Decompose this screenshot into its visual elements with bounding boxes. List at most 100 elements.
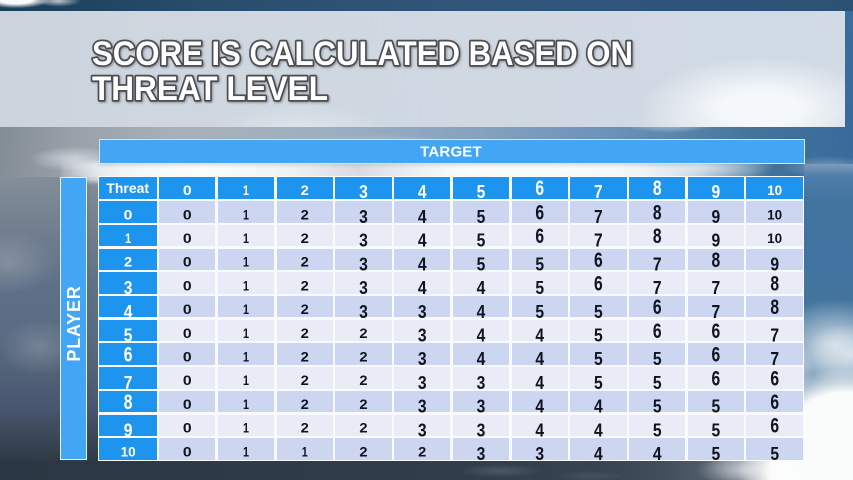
svg-text:5: 5 [594,302,603,322]
svg-text:7: 7 [712,278,721,298]
svg-text:3: 3 [359,254,368,274]
svg-text:5: 5 [653,420,662,440]
svg-text:4: 4 [477,349,486,369]
svg-text:5: 5 [535,254,544,274]
svg-text:3: 3 [418,326,427,346]
svg-text:3: 3 [535,444,544,464]
svg-text:10: 10 [767,183,782,198]
svg-text:4: 4 [418,254,427,274]
svg-text:1: 1 [125,231,131,246]
svg-text:3: 3 [359,278,368,298]
svg-text:5: 5 [653,349,662,369]
svg-text:7: 7 [770,326,779,346]
svg-text:4: 4 [418,182,427,202]
svg-text:9: 9 [770,254,779,274]
svg-text:SCORE IS CALCULATED BASED ON: SCORE IS CALCULATED BASED ON [92,35,633,73]
svg-text:5: 5 [770,444,779,464]
svg-text:4: 4 [535,326,544,346]
svg-text:9: 9 [712,182,721,202]
svg-text:2: 2 [359,397,367,412]
svg-text:1: 1 [243,326,249,341]
svg-text:6: 6 [594,249,603,272]
svg-text:2: 2 [301,326,309,341]
svg-text:5: 5 [124,326,133,346]
svg-text:4: 4 [418,278,427,298]
svg-text:5: 5 [477,207,486,227]
svg-text:1: 1 [243,207,249,222]
svg-text:3: 3 [477,397,486,417]
svg-text:0: 0 [183,421,192,436]
svg-text:0: 0 [183,302,192,317]
svg-text:2: 2 [301,350,309,365]
svg-text:7: 7 [653,278,662,298]
svg-text:6: 6 [535,201,544,224]
svg-text:PLAYER: PLAYER [64,285,84,361]
svg-text:3: 3 [477,373,486,393]
svg-text:3: 3 [359,182,368,202]
svg-text:3: 3 [359,231,368,251]
svg-text:6: 6 [124,344,133,367]
svg-text:7: 7 [594,231,603,251]
svg-text:1: 1 [243,373,249,388]
svg-text:9: 9 [712,207,721,227]
svg-text:5: 5 [594,373,603,393]
svg-text:4: 4 [535,349,544,369]
svg-text:4: 4 [535,420,544,440]
svg-text:8: 8 [770,296,779,319]
svg-text:7: 7 [594,207,603,227]
svg-text:5: 5 [653,373,662,393]
svg-text:0: 0 [183,255,192,270]
svg-text:3: 3 [418,397,427,417]
svg-text:1: 1 [243,421,249,436]
svg-text:2: 2 [301,231,309,246]
svg-text:2: 2 [301,278,309,293]
svg-text:6: 6 [712,367,721,390]
svg-text:3: 3 [477,420,486,440]
svg-text:8: 8 [653,177,662,200]
svg-text:2: 2 [359,421,367,436]
svg-text:4: 4 [477,302,486,322]
svg-text:2: 2 [124,255,132,270]
svg-text:3: 3 [418,349,427,369]
svg-text:4: 4 [535,373,544,393]
svg-text:0: 0 [183,350,192,365]
svg-text:1: 1 [243,255,249,270]
svg-text:6: 6 [770,391,779,414]
svg-text:6: 6 [770,367,779,390]
svg-text:4: 4 [477,278,486,298]
svg-text:3: 3 [359,207,368,227]
svg-text:0: 0 [183,444,192,459]
svg-text:Threat: Threat [106,180,149,196]
svg-text:3: 3 [418,373,427,393]
svg-text:7: 7 [653,254,662,274]
svg-text:1: 1 [302,444,308,459]
svg-text:6: 6 [653,320,662,343]
svg-text:2: 2 [359,373,367,388]
svg-text:0: 0 [183,183,192,198]
svg-text:3: 3 [359,302,368,322]
svg-text:5: 5 [653,397,662,417]
svg-text:2: 2 [301,421,309,436]
svg-text:9: 9 [124,420,133,440]
svg-text:0: 0 [183,373,192,388]
svg-text:1: 1 [243,183,249,198]
svg-text:7: 7 [594,182,603,202]
svg-text:3: 3 [477,444,486,464]
svg-text:10: 10 [121,444,136,459]
svg-text:1: 1 [243,444,249,459]
svg-text:6: 6 [594,273,603,296]
svg-text:4: 4 [535,397,544,417]
svg-text:0: 0 [183,326,192,341]
svg-text:0: 0 [183,397,192,412]
svg-text:8: 8 [653,201,662,224]
svg-text:6: 6 [535,177,544,200]
svg-text:4: 4 [418,231,427,251]
svg-text:6: 6 [712,344,721,367]
svg-text:5: 5 [535,278,544,298]
svg-text:2: 2 [301,207,309,222]
svg-text:5: 5 [712,420,721,440]
svg-text:1: 1 [243,302,249,317]
svg-text:1: 1 [243,231,249,246]
svg-text:2: 2 [418,444,426,459]
svg-text:0: 0 [183,207,192,222]
